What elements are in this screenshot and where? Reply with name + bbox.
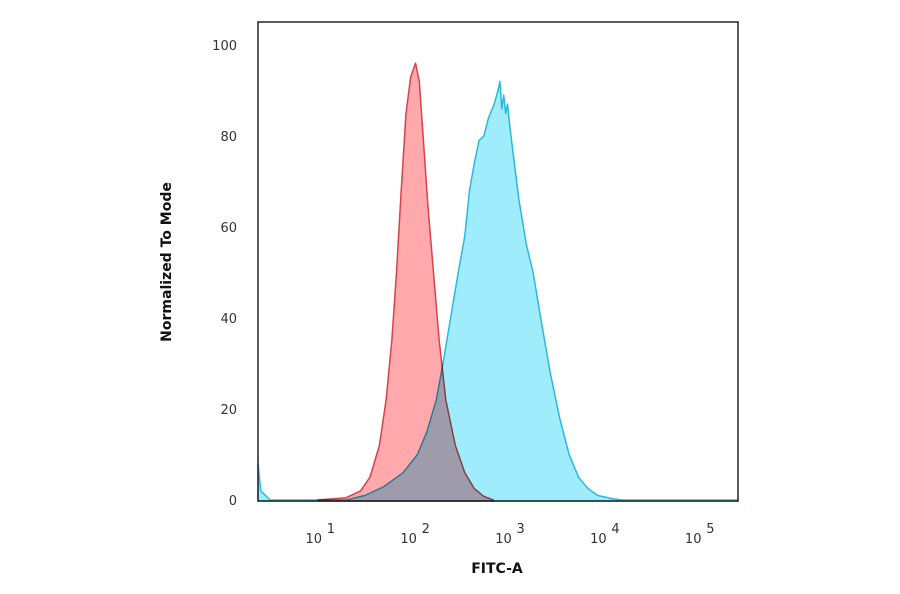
x-tick-label: 10 bbox=[400, 532, 417, 547]
y-tick-label: 0 bbox=[229, 494, 237, 509]
series-stained-histogram bbox=[257, 80, 739, 502]
x-tick-labels: 10 1 10 2 10 3 10 4 10 5 bbox=[305, 522, 714, 547]
series-layer bbox=[257, 62, 739, 502]
y-tick-label: 80 bbox=[220, 130, 237, 145]
x-tick-exponent: 3 bbox=[516, 522, 524, 537]
plot-frame bbox=[257, 21, 739, 502]
y-axis-label: Normalized To Mode bbox=[159, 182, 175, 342]
x-tick-exponent: 2 bbox=[422, 522, 430, 537]
x-tick-label: 10 bbox=[495, 532, 512, 547]
x-tick-exponent: 5 bbox=[706, 522, 714, 537]
y-tick-labels: 0 20 40 60 80 100 bbox=[212, 39, 237, 509]
x-tick-label: 10 bbox=[685, 532, 702, 547]
y-tick-label: 40 bbox=[220, 312, 237, 327]
y-tick-label: 100 bbox=[212, 39, 237, 54]
x-tick-label: 10 bbox=[590, 532, 607, 547]
y-tick-label: 60 bbox=[220, 221, 237, 236]
x-axis-label: FITC-A bbox=[471, 561, 523, 577]
x-tick-label: 10 bbox=[305, 532, 322, 547]
x-tick-exponent: 4 bbox=[611, 522, 619, 537]
x-tick-exponent: 1 bbox=[327, 522, 335, 537]
y-tick-label: 20 bbox=[220, 403, 237, 418]
